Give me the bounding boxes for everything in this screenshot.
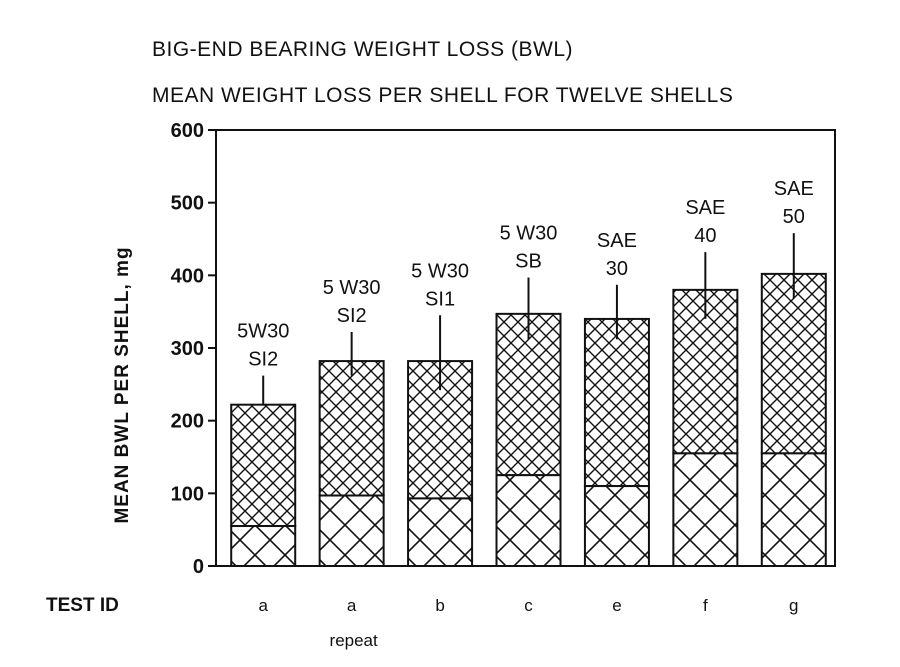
y-tick-label: 500: [171, 193, 204, 215]
bar-label: 5W30: [237, 321, 289, 343]
bar-lower-segment: [672, 452, 739, 567]
bar-label: 5 W30: [411, 260, 469, 282]
bar-label: SAE: [774, 178, 814, 200]
bar-upper-segment: [583, 317, 650, 488]
bar-label: 40: [694, 225, 716, 247]
bar-label: SI1: [425, 288, 455, 310]
x-category-label: f: [703, 596, 708, 615]
bar-lower-segment: [407, 497, 474, 568]
y-tick-label: 200: [171, 411, 204, 433]
bar-lower-segment: [495, 474, 562, 567]
x-category-label: a: [347, 596, 357, 615]
bar-label: 5 W30: [323, 277, 381, 299]
x-category-label: c: [524, 596, 533, 615]
chart-subtitle: MEAN WEIGHT LOSS PER SHELL FOR TWELVE SH…: [152, 84, 734, 107]
x-category-label: b: [435, 596, 444, 615]
bar-upper-segment: [230, 403, 297, 528]
x-category-label: a: [258, 596, 268, 615]
x-category-label: e: [612, 596, 621, 615]
bar-lower-segment: [230, 525, 297, 567]
bar-lower-segment: [760, 452, 827, 567]
chart-title: BIG-END BEARING WEIGHT LOSS (BWL): [152, 38, 573, 61]
bar-label: SAE: [685, 197, 725, 219]
y-tick-label: 300: [171, 338, 204, 360]
x-axis-title: TEST ID: [46, 595, 119, 616]
bar-label: SI2: [337, 305, 367, 327]
x-category-sublabel: repeat: [330, 631, 378, 650]
y-tick-label: 0: [193, 556, 204, 578]
bar-label: SAE: [597, 230, 637, 252]
y-tick-label: 400: [171, 265, 204, 287]
y-tick-label: 600: [171, 120, 204, 142]
y-tick-label: 100: [171, 483, 204, 505]
bar-upper-segment: [318, 360, 385, 497]
bar-label: SB: [515, 251, 542, 273]
y-axis-label: MEAN BWL PER SHELL, mg: [112, 246, 133, 523]
bar-lower-segment: [583, 485, 650, 568]
bar-label: 5 W30: [500, 223, 558, 245]
bar-lower-segment: [318, 494, 385, 567]
bar-label: 30: [606, 258, 628, 280]
bar-label: SI2: [248, 349, 278, 371]
x-category-label: g: [789, 596, 798, 615]
bar-label: 50: [783, 206, 805, 228]
bar-upper-segment: [760, 272, 827, 455]
